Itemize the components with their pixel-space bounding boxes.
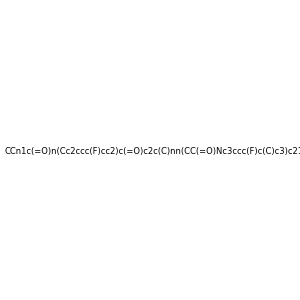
- Text: CCn1c(=O)n(Cc2ccc(F)cc2)c(=O)c2c(C)nn(CC(=O)Nc3ccc(F)c(C)c3)c21: CCn1c(=O)n(Cc2ccc(F)cc2)c(=O)c2c(C)nn(CC…: [4, 147, 300, 156]
